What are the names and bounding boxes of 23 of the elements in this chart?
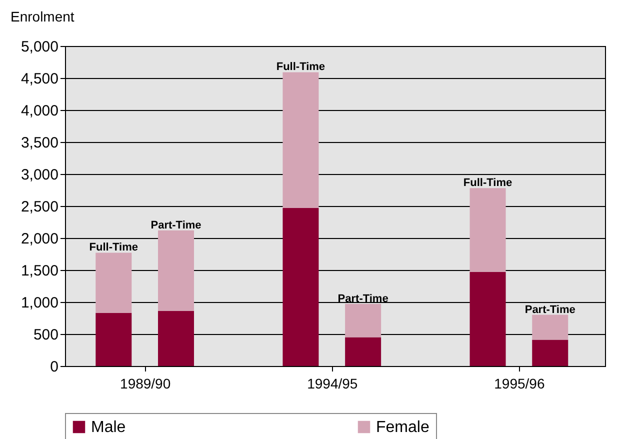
y-axis-title: Enrolment	[10, 8, 74, 24]
y-tick-label: 500	[33, 326, 58, 344]
x-tick-label: Part-Time	[524, 304, 576, 316]
text: 1994/95	[307, 376, 358, 392]
x-tick-label: Full-Time	[463, 177, 512, 190]
y-tick-label: 2,000	[20, 230, 58, 248]
y-tick-label: 3,000	[20, 166, 58, 184]
x-tick-label: Full-Time	[89, 242, 138, 254]
text: 1989/90	[120, 376, 171, 392]
legend-label: Female	[376, 419, 430, 436]
y-tick-label: 4,000	[20, 102, 58, 120]
y-tick-label: 1,000	[20, 294, 58, 312]
x-tick-label: Full-Time	[276, 61, 326, 74]
y-tick-label: 1,500	[20, 262, 58, 280]
y-tick-label: 0	[50, 358, 58, 376]
x-tick-label: Part-Time	[150, 219, 202, 232]
y-tick-label: 4,500	[20, 70, 58, 88]
legend-label: Male	[91, 419, 126, 436]
text: 1995/96	[494, 376, 545, 392]
y-tick-label: 2,500	[20, 198, 58, 216]
y-tick-label: 5,000	[20, 38, 58, 56]
x-tick-label: Part-Time	[338, 292, 388, 305]
y-tick-label: 3,500	[20, 134, 58, 152]
